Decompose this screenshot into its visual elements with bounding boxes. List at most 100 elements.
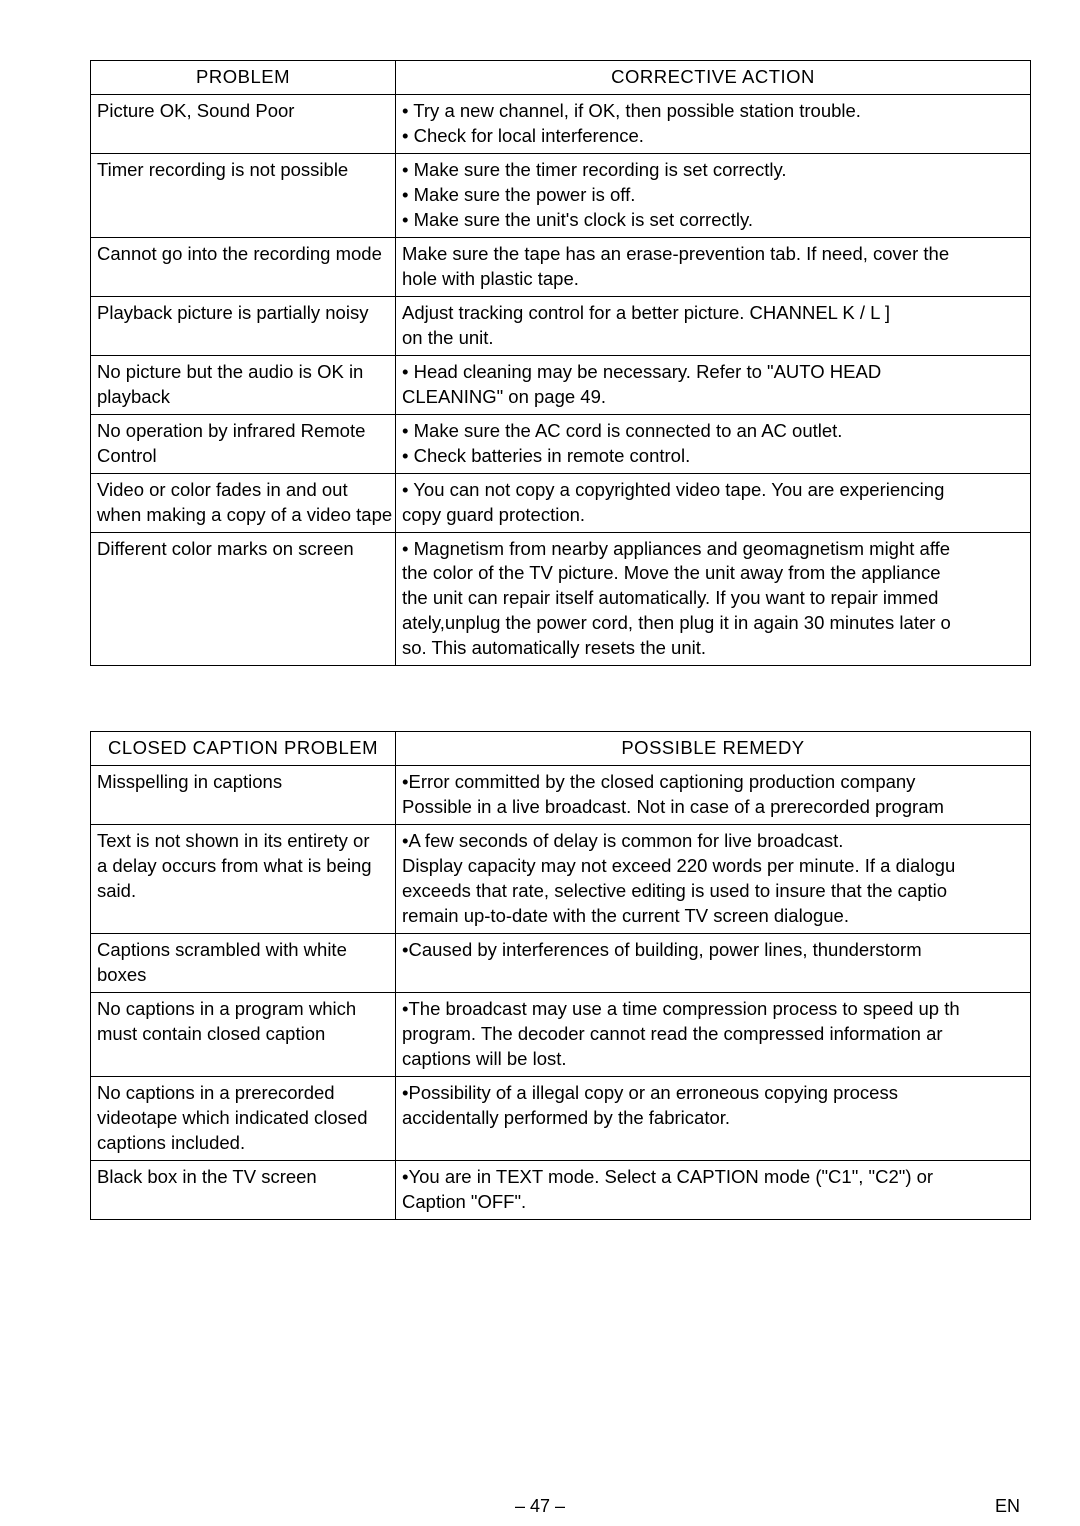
action-line: CLEANING" on page 49. bbox=[402, 385, 1024, 410]
problem-cell: Misspelling in captions bbox=[91, 766, 396, 825]
problem-line: No captions in a program which bbox=[97, 997, 389, 1022]
problem-cell: No picture but the audio is OK in playba… bbox=[91, 355, 396, 414]
problem-cell: Captions scrambled with white boxes bbox=[91, 934, 396, 993]
table-row: No captions in a prerecorded videotape w… bbox=[91, 1076, 1031, 1160]
table-row: No operation by infrared Remote Control … bbox=[91, 414, 1031, 473]
header-problem: PROBLEM bbox=[91, 61, 396, 95]
problem-cell: Playback picture is partially noisy bbox=[91, 296, 396, 355]
action-line: • Check for local interference. bbox=[402, 124, 1024, 149]
action-line: • Make sure the timer recording is set c… bbox=[402, 158, 1024, 183]
problem-cell: No operation by infrared Remote Control bbox=[91, 414, 396, 473]
header-remedy: POSSIBLE REMEDY bbox=[396, 732, 1031, 766]
problem-cell: No captions in a prerecorded videotape w… bbox=[91, 1076, 396, 1160]
page: PROBLEM CORRECTIVE ACTION Picture OK, So… bbox=[0, 0, 1080, 1526]
remedy-line: •Caused by interferences of building, po… bbox=[402, 938, 1024, 963]
problem-cell: Timer recording is not possible bbox=[91, 153, 396, 237]
problem-line: must contain closed caption bbox=[97, 1022, 389, 1047]
remedy-line: program. The decoder cannot read the com… bbox=[402, 1022, 1024, 1047]
remedy-line: •A few seconds of delay is common for li… bbox=[402, 829, 1024, 854]
action-cell: Adjust tracking control for a better pic… bbox=[396, 296, 1031, 355]
remedy-line: captions will be lost. bbox=[402, 1047, 1024, 1072]
remedy-cell: •A few seconds of delay is common for li… bbox=[396, 825, 1031, 934]
problem-table: PROBLEM CORRECTIVE ACTION Picture OK, So… bbox=[90, 60, 1031, 666]
action-line: • Magnetism from nearby appliances and g… bbox=[402, 537, 1024, 562]
action-line: hole with plastic tape. bbox=[402, 267, 1024, 292]
problem-cell: Video or color fades in and out when mak… bbox=[91, 473, 396, 532]
page-lang: EN bbox=[995, 1496, 1020, 1517]
problem-line: No captions in a prerecorded bbox=[97, 1081, 389, 1106]
remedy-cell: •Error committed by the closed captionin… bbox=[396, 766, 1031, 825]
remedy-line: accidentally performed by the fabricator… bbox=[402, 1106, 1024, 1131]
problem-line: when making a copy of a video tape bbox=[97, 503, 389, 528]
action-cell: • Head cleaning may be necessary. Refer … bbox=[396, 355, 1031, 414]
table-row: Playback picture is partially noisy Adju… bbox=[91, 296, 1031, 355]
table-row: Cannot go into the recording mode Make s… bbox=[91, 237, 1031, 296]
action-line: the color of the TV picture. Move the un… bbox=[402, 561, 1024, 586]
problem-cell: Picture OK, Sound Poor bbox=[91, 94, 396, 153]
action-cell: • Make sure the AC cord is connected to … bbox=[396, 414, 1031, 473]
table-header-row: PROBLEM CORRECTIVE ACTION bbox=[91, 61, 1031, 95]
problem-cell: Black box in the TV screen bbox=[91, 1160, 396, 1219]
action-cell: • Magnetism from nearby appliances and g… bbox=[396, 532, 1031, 666]
table-row: Different color marks on screen • Magnet… bbox=[91, 532, 1031, 666]
action-line: the unit can repair itself automatically… bbox=[402, 586, 1024, 611]
remedy-line: •Error committed by the closed captionin… bbox=[402, 770, 1024, 795]
problem-line: Text is not shown in its entirety or bbox=[97, 829, 389, 854]
problem-line: playback bbox=[97, 385, 389, 410]
problem-line: No picture but the audio is OK in bbox=[97, 360, 389, 385]
table-row: Misspelling in captions •Error committed… bbox=[91, 766, 1031, 825]
remedy-cell: •Caused by interferences of building, po… bbox=[396, 934, 1031, 993]
table-row: Text is not shown in its entirety or a d… bbox=[91, 825, 1031, 934]
table-row: Captions scrambled with white boxes •Cau… bbox=[91, 934, 1031, 993]
action-line: on the unit. bbox=[402, 326, 1024, 351]
action-line: • Head cleaning may be necessary. Refer … bbox=[402, 360, 1024, 385]
action-line: Make sure the tape has an erase-preventi… bbox=[402, 242, 1024, 267]
page-number: – 47 – bbox=[515, 1496, 565, 1517]
remedy-line: Display capacity may not exceed 220 word… bbox=[402, 854, 1024, 879]
problem-line: videotape which indicated closed bbox=[97, 1106, 389, 1131]
header-corrective: CORRECTIVE ACTION bbox=[396, 61, 1031, 95]
problem-line: Captions scrambled with white bbox=[97, 938, 389, 963]
header-caption-problem: CLOSED CAPTION PROBLEM bbox=[91, 732, 396, 766]
remedy-line: •You are in TEXT mode. Select a CAPTION … bbox=[402, 1165, 1024, 1190]
vertical-spacer bbox=[90, 666, 1040, 731]
table-row: Picture OK, Sound Poor • Try a new chann… bbox=[91, 94, 1031, 153]
table-row: Timer recording is not possible • Make s… bbox=[91, 153, 1031, 237]
remedy-line: remain up-to-date with the current TV sc… bbox=[402, 904, 1024, 929]
problem-line: Control bbox=[97, 444, 389, 469]
problem-cell: No captions in a program which must cont… bbox=[91, 993, 396, 1077]
problem-line: captions included. bbox=[97, 1131, 389, 1156]
remedy-line: exceeds that rate, selective editing is … bbox=[402, 879, 1024, 904]
table-row: No picture but the audio is OK in playba… bbox=[91, 355, 1031, 414]
remedy-line: •Possibility of a illegal copy or an err… bbox=[402, 1081, 1024, 1106]
remedy-cell: •Possibility of a illegal copy or an err… bbox=[396, 1076, 1031, 1160]
caption-table: CLOSED CAPTION PROBLEM POSSIBLE REMEDY M… bbox=[90, 731, 1031, 1219]
action-line: • Make sure the unit's clock is set corr… bbox=[402, 208, 1024, 233]
action-line: • You can not copy a copyrighted video t… bbox=[402, 478, 1024, 503]
action-line: copy guard protection. bbox=[402, 503, 1024, 528]
action-line: ately,unplug the power cord, then plug i… bbox=[402, 611, 1024, 636]
problem-cell: Different color marks on screen bbox=[91, 532, 396, 666]
action-cell: • You can not copy a copyrighted video t… bbox=[396, 473, 1031, 532]
action-cell: • Make sure the timer recording is set c… bbox=[396, 153, 1031, 237]
action-line: • Try a new channel, if OK, then possibl… bbox=[402, 99, 1024, 124]
problem-line: Video or color fades in and out bbox=[97, 478, 389, 503]
action-line: • Check batteries in remote control. bbox=[402, 444, 1024, 469]
action-line: Adjust tracking control for a better pic… bbox=[402, 301, 1024, 326]
action-cell: Make sure the tape has an erase-preventi… bbox=[396, 237, 1031, 296]
problem-cell: Text is not shown in its entirety or a d… bbox=[91, 825, 396, 934]
action-line: • Make sure the AC cord is connected to … bbox=[402, 419, 1024, 444]
table-row: Video or color fades in and out when mak… bbox=[91, 473, 1031, 532]
remedy-line: Possible in a live broadcast. Not in cas… bbox=[402, 795, 1024, 820]
remedy-line: •The broadcast may use a time compressio… bbox=[402, 997, 1024, 1022]
remedy-cell: •The broadcast may use a time compressio… bbox=[396, 993, 1031, 1077]
problem-line: a delay occurs from what is being bbox=[97, 854, 389, 879]
action-cell: • Try a new channel, if OK, then possibl… bbox=[396, 94, 1031, 153]
remedy-line: Caption "OFF". bbox=[402, 1190, 1024, 1215]
problem-line: boxes bbox=[97, 963, 389, 988]
remedy-cell: •You are in TEXT mode. Select a CAPTION … bbox=[396, 1160, 1031, 1219]
problem-line: No operation by infrared Remote bbox=[97, 419, 389, 444]
table-header-row: CLOSED CAPTION PROBLEM POSSIBLE REMEDY bbox=[91, 732, 1031, 766]
action-line: • Make sure the power is off. bbox=[402, 183, 1024, 208]
problem-line: said. bbox=[97, 879, 389, 904]
